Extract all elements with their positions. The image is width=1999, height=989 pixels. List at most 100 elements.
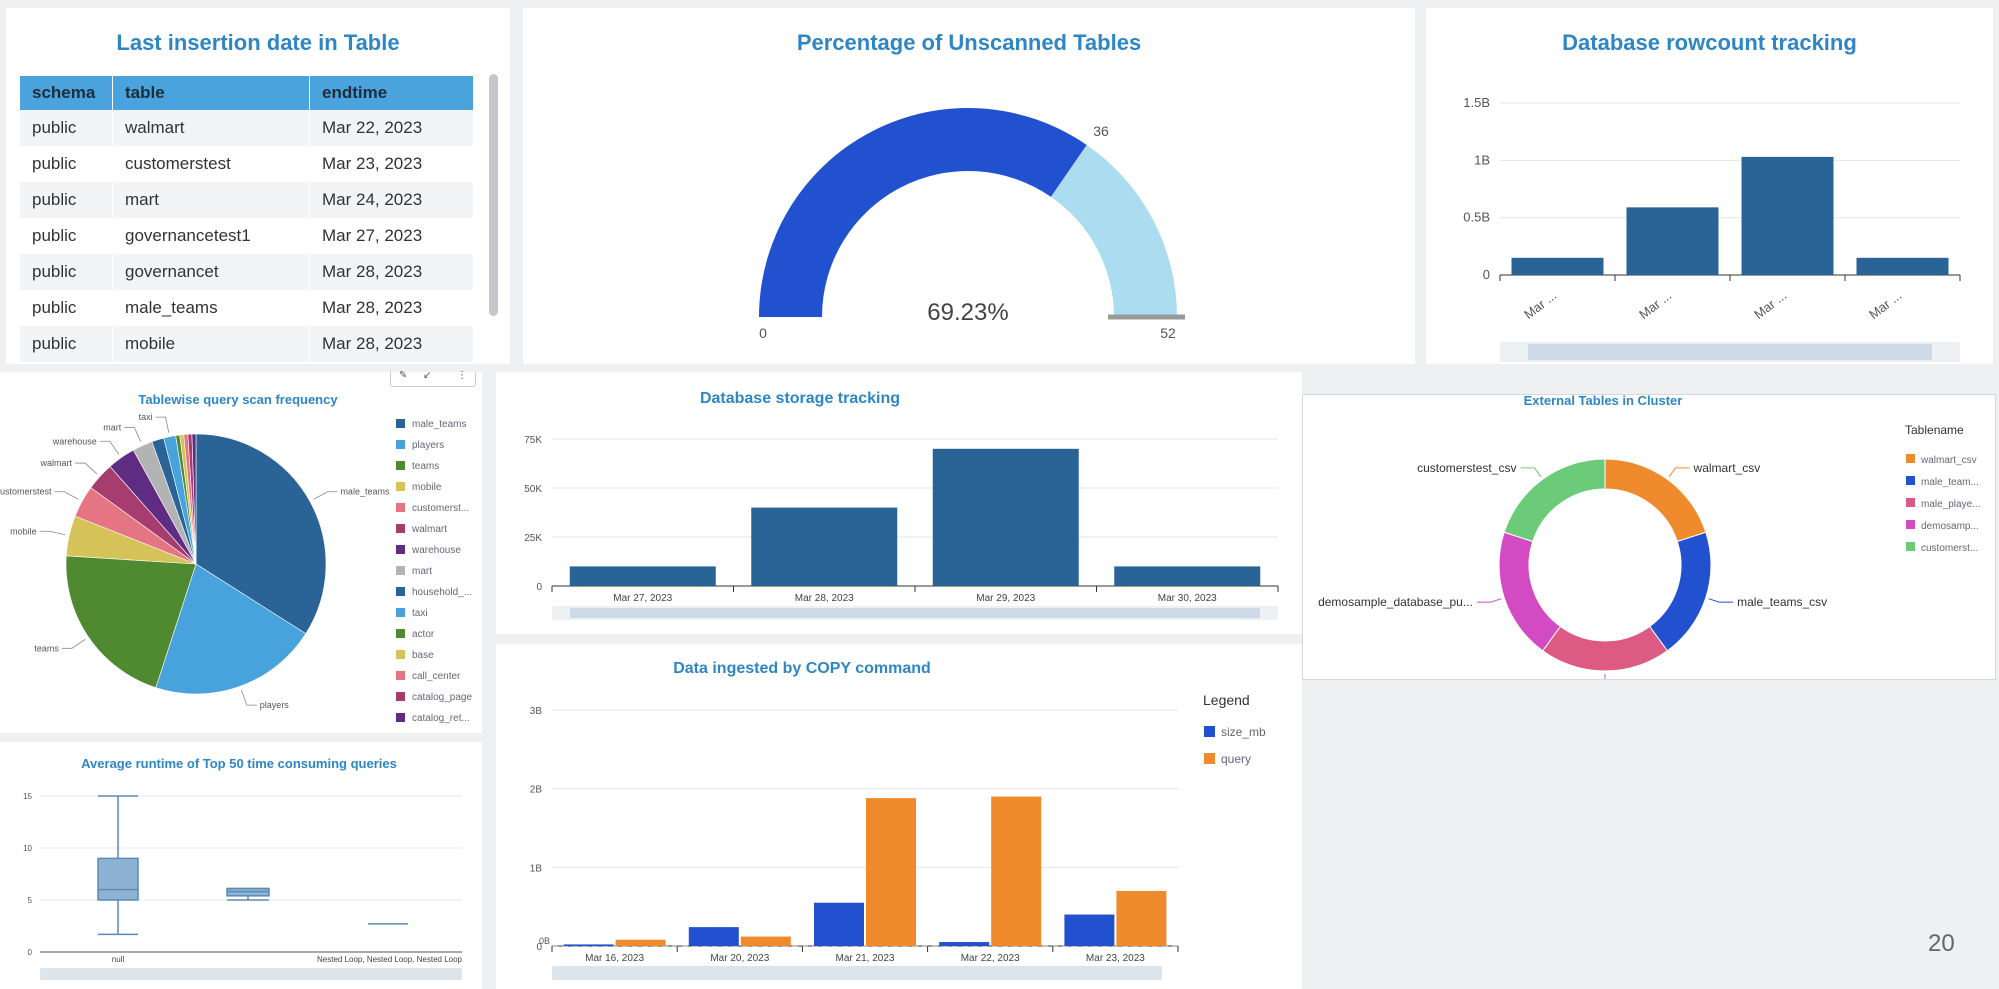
rowcount-chart: 0 0.5B 1B 1.5B Mar ... Mar ... Mar ... Mar ... [1463,95,1961,323]
bar [1114,566,1261,586]
pie-slice-label: teams [34,643,59,653]
legend-label: catalog_ret... [412,713,470,724]
gauge-filled-arc [759,107,1087,318]
x-tick-label: Nested Loop, Nested Loop, Nested Loop [317,955,463,964]
bar [1741,156,1834,275]
storage-scrollbar-track[interactable] [552,606,1278,620]
legend-label: warehouse [411,545,461,556]
pie-label-leader [124,426,142,443]
x-tick-label: Mar 30, 2023 [1158,593,1217,604]
table-cell-schema: public [20,290,113,326]
runtime-scrollbar-track[interactable] [40,968,462,980]
table-scrollbar[interactable] [489,74,498,316]
donut-slice-label: demosample_database_pu... [1318,595,1473,609]
storage-title: Database storage tracking [699,390,901,407]
bar [569,566,716,586]
bar-size_mb [1064,914,1115,946]
y-tick-label: 5 [28,896,33,905]
column-header-endtime[interactable]: endtime [309,76,474,110]
x-tick-label: Mar ... [1866,288,1904,323]
bar-size_mb [814,902,864,946]
pie-slice-label: players [260,700,290,710]
donut-label-leader [1476,598,1502,603]
table-cell-schema: public [20,182,113,218]
pie-label-leader [54,491,79,500]
table-row[interactable]: public male_teams Mar 28, 2023 [20,290,474,326]
table-row[interactable]: public walmart Mar 22, 2023 [20,110,474,146]
table-row[interactable]: public governancet Mar 28, 2023 [20,254,474,290]
y-tick-label: 0 [536,942,542,953]
x-tick-label: Mar ... [1751,288,1789,323]
gauge-max-label: 52 [1160,325,1176,341]
bar-query [740,936,791,946]
donut-slice [1648,531,1712,652]
column-header-schema[interactable]: schema [20,76,113,110]
donut-slice-label: male_players_csv [1623,678,1719,679]
table-cell-table: customerstest [112,146,310,182]
pie-slice-label: taxi [139,412,153,422]
storage-scrollbar-thumb[interactable] [570,608,1260,618]
legend-swatch [396,650,405,659]
pie-panel: Tablewise query scan frequency ✎ ↙ ⋮ mal… [0,370,482,733]
legend-swatch [396,440,405,449]
legend-label: actor [412,629,435,640]
storage-chart: 0 25K 50K 75K Mar 27, 2023 Mar 28, 2023 Mar 29… [524,435,1279,604]
x-tick-label: Mar ... [1636,288,1674,323]
legend-swatch [1906,542,1915,551]
pie-more-icon[interactable]: ⋮ [457,370,467,381]
storage-panel: Database storage tracking 0 25K 50K 75K Mar … [496,372,1302,634]
table-row[interactable]: public mart Mar 24, 2023 [20,182,474,218]
table-row[interactable]: public governancetest1 Mar 27, 2023 [20,218,474,254]
pie-label-leader [241,689,257,706]
legend-swatch [396,545,405,554]
legend-label: customerst... [412,503,469,514]
table-cell-table: mobile [112,326,310,362]
legend-swatch [396,692,405,701]
rowcount-scrollbar-track[interactable] [1500,342,1960,362]
pie-collapse-icon[interactable]: ↙ [423,370,432,381]
pie-label-leader [155,416,170,433]
x-tick-label: Mar 29, 2023 [976,593,1035,604]
y-tick-label: 75K [524,435,542,446]
donut-label-leader [1604,674,1606,679]
copy-legend-title: Legend [1203,692,1250,708]
pie-label-leader [61,638,86,649]
legend-label: household_... [412,587,472,598]
x-tick-label: null [112,955,125,964]
legend-label: male_team... [1921,477,1979,488]
table-cell-endtime: Mar 23, 2023 [309,146,474,182]
gauge-value-label: 36 [1093,123,1109,139]
y-tick-label: 3B [530,706,543,717]
pie-label-leader [99,440,120,455]
table-row[interactable]: public mobile Mar 28, 2023 [20,326,474,362]
table-cell-table: mart [112,182,310,218]
legend-swatch [1204,753,1215,764]
bar [751,507,898,586]
legend-swatch [396,503,405,512]
legend-label: call_center [412,671,461,682]
bar-query [615,939,666,946]
bar-query [991,796,1042,946]
donut-slice [1604,458,1707,543]
table-cell-endtime: Mar 28, 2023 [309,254,474,290]
table-cell-schema: public [20,254,113,290]
bar-size_mb [939,942,990,946]
bar-size_mb [688,927,739,946]
external-legend-title: Tablename [1905,423,1964,437]
donut-slice-label: customerstest_csv [1417,461,1516,475]
pie-edit-icon[interactable]: ✎ [399,370,408,381]
runtime-panel: Average runtime of Top 50 time consuming… [0,742,482,989]
pie-chart: male_teamsplayersteamsmobilecustomerstes… [0,412,472,724]
copy-scrollbar-track[interactable] [552,966,1162,980]
column-header-table[interactable]: table [112,76,310,110]
table-row[interactable]: public customerstest Mar 23, 2023 [20,146,474,182]
legend-label: query [1221,752,1251,766]
legend-label: male_teams [412,419,466,430]
legend-label: customerst... [1921,543,1978,554]
y-tick-label: 1B [1474,152,1490,167]
y-tick-label: 50K [524,484,542,495]
bar-query [866,798,916,946]
gauge-min-label: 0 [759,325,767,341]
legend-swatch [396,566,405,575]
rowcount-scrollbar-thumb[interactable] [1528,344,1932,360]
